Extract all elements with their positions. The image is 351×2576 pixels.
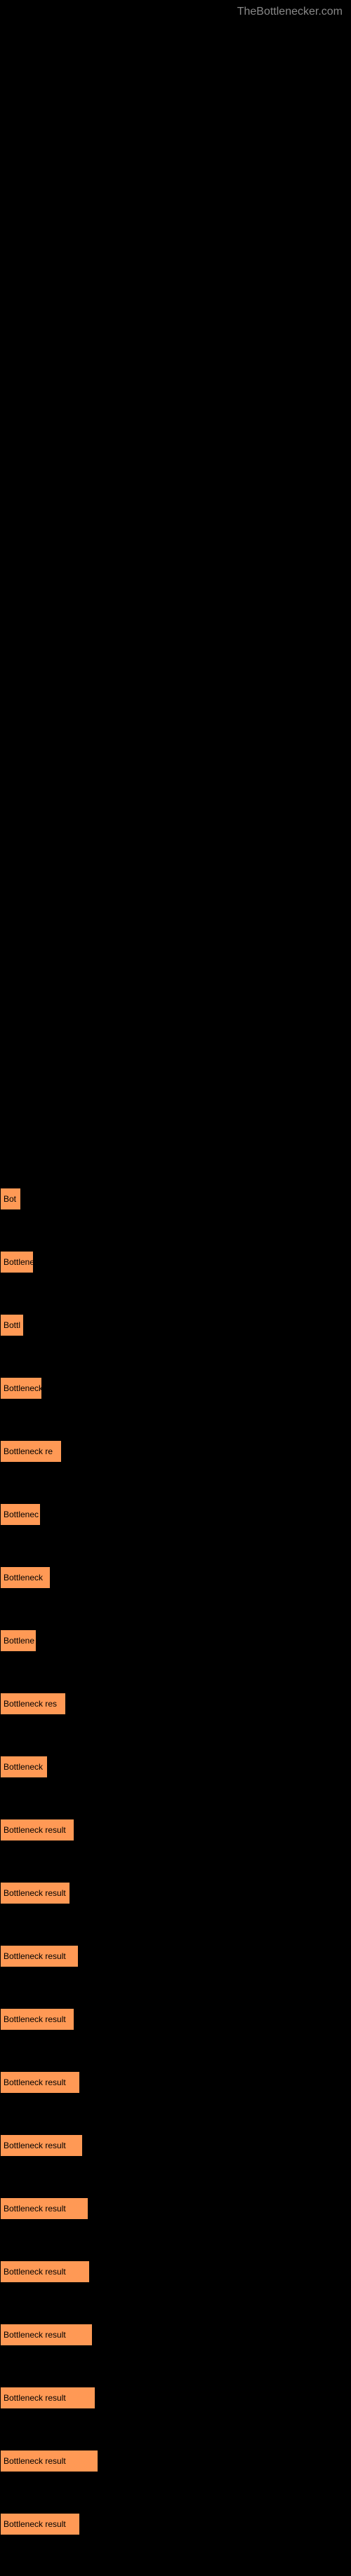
bar-row: Bottleneck result (0, 2260, 351, 2283)
chart-bar: Bottleneck result (0, 2324, 93, 2346)
chart-bar: Bottl (0, 1314, 24, 1336)
chart-bar: Bottleneck result (0, 2450, 98, 2472)
bar-row: Bottleneck result (0, 2387, 351, 2409)
bar-row: Bottleneck result (0, 2450, 351, 2472)
bar-label: Bottlenec (4, 1510, 39, 1519)
bar-row: Bottleneck result (0, 1945, 351, 1967)
bar-label: Bottleneck result (4, 2077, 66, 2087)
bar-row: Bottleneck result (0, 2008, 351, 2031)
chart-bar: Bottleneck result (0, 1819, 74, 1841)
chart-bar: Bottleneck re (0, 1440, 62, 1463)
bar-row: Bottleneck result (0, 2071, 351, 2094)
chart-bar: Bottleneck result (0, 1945, 79, 1967)
bar-label: Bottleneck result (4, 2141, 66, 2150)
site-header: TheBottlenecker.com (0, 0, 351, 24)
chart-bar: Bottleneck result (0, 2197, 88, 2220)
bar-row: Bottleneck result (0, 1882, 351, 1904)
chart-bar: Bottleneck (0, 1756, 48, 1778)
bar-label: Bottleneck result (4, 1951, 66, 1961)
chart-bar: Bottleneck (0, 1566, 51, 1589)
bar-label: Bottleneck result (4, 2393, 66, 2403)
bar-label: Bottleneck result (4, 2330, 66, 2340)
bar-label: Bottlene (4, 1257, 33, 1267)
bar-label: Bottleneck result (4, 2014, 66, 2024)
bar-row: Bottleneck result (0, 2134, 351, 2157)
bar-label: Bottleneck result (4, 2519, 66, 2529)
chart-bar: Bottleneck result (0, 2387, 95, 2409)
bar-label: Bottleneck result (4, 2267, 66, 2277)
bar-row: Bottleneck (0, 1566, 351, 1589)
bar-row: Bottleneck (0, 1756, 351, 1778)
bar-row: Bottleneck res (0, 1693, 351, 1715)
bar-label: Bottleneck (4, 1383, 41, 1393)
bar-label: Bottleneck (4, 1762, 43, 1772)
bar-label: Bottleneck result (4, 2204, 66, 2214)
chart-bar: Bottleneck result (0, 2513, 80, 2535)
bar-row: Bottleneck (0, 1377, 351, 1399)
bar-row: Bottlene (0, 1251, 351, 1273)
bar-label: Bottleneck (4, 1573, 43, 1582)
bar-label: Bottleneck result (4, 1825, 66, 1835)
chart-bar: Bottlenec (0, 1503, 41, 1526)
bar-label: Bottl (4, 1320, 20, 1330)
chart-bar: Bottleneck result (0, 2260, 90, 2283)
bar-label: Bottleneck result (4, 1888, 66, 1898)
bar-row: Bottlene (0, 1629, 351, 1652)
chart-bar: Bottleneck result (0, 2008, 74, 2031)
bar-label: Bottleneck res (4, 1699, 57, 1709)
chart-bar: Bottleneck res (0, 1693, 66, 1715)
bottleneck-chart: Bot Bottlene Bottl Bottleneck Bottleneck re B… (0, 1188, 351, 2535)
bar-label: Bottleneck result (4, 2456, 66, 2466)
chart-bar: Bottlene (0, 1629, 37, 1652)
bar-row: Bottl (0, 1314, 351, 1336)
chart-bar: Bottleneck result (0, 1882, 70, 1904)
chart-bar: Bottleneck (0, 1377, 42, 1399)
bar-label: Bot (4, 1194, 16, 1204)
bar-row: Bot (0, 1188, 351, 1210)
chart-bar: Bottleneck result (0, 2134, 83, 2157)
chart-bar: Bot (0, 1188, 21, 1210)
bar-row: Bottleneck result (0, 2197, 351, 2220)
empty-space (0, 24, 351, 1188)
bar-label: Bottleneck re (4, 1446, 53, 1456)
bar-row: Bottlenec (0, 1503, 351, 1526)
bar-row: Bottleneck re (0, 1440, 351, 1463)
bar-row: Bottleneck result (0, 2324, 351, 2346)
chart-bar: Bottlene (0, 1251, 34, 1273)
bar-label: Bottlene (4, 1636, 34, 1646)
bar-row: Bottleneck result (0, 2513, 351, 2535)
bar-row: Bottleneck result (0, 1819, 351, 1841)
chart-bar: Bottleneck result (0, 2071, 80, 2094)
